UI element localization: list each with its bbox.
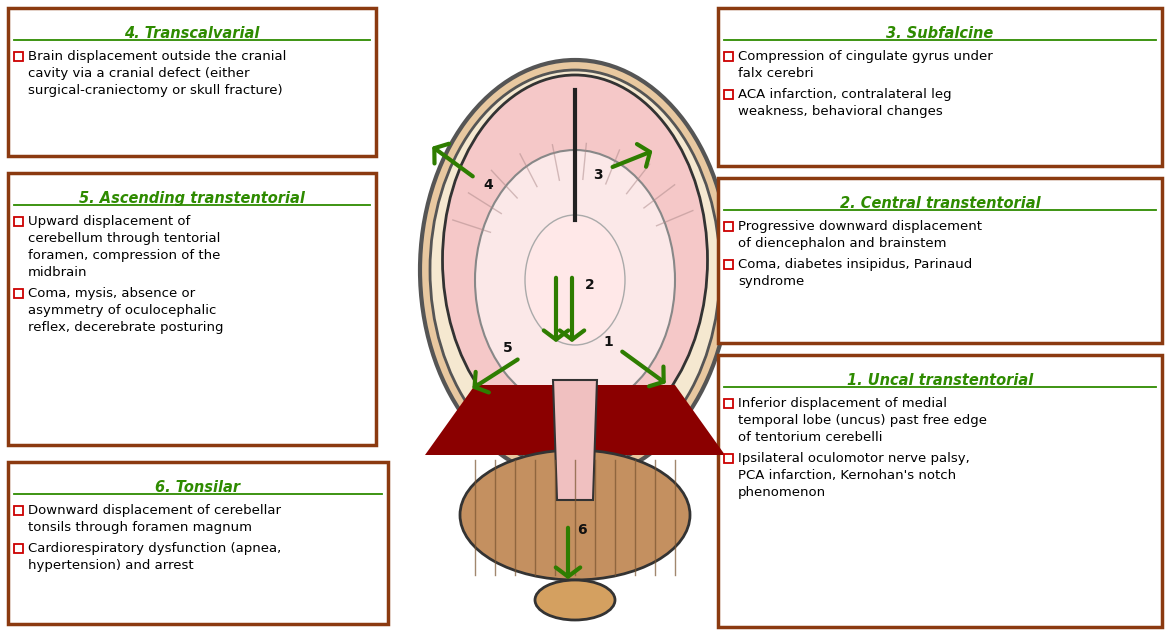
Text: Brain displacement outside the cranial: Brain displacement outside the cranial: [28, 50, 287, 63]
Text: asymmetry of oculocephalic: asymmetry of oculocephalic: [28, 304, 216, 317]
Text: Coma, mysis, absence or: Coma, mysis, absence or: [28, 287, 195, 300]
FancyBboxPatch shape: [718, 355, 1162, 627]
Text: cavity via a cranial defect (either: cavity via a cranial defect (either: [28, 67, 249, 80]
Text: syndrome: syndrome: [738, 275, 804, 288]
Text: Progressive downward displacement: Progressive downward displacement: [738, 220, 982, 233]
FancyBboxPatch shape: [724, 399, 732, 408]
Text: 1: 1: [603, 335, 613, 349]
Text: falx cerebri: falx cerebri: [738, 67, 813, 80]
Ellipse shape: [535, 580, 615, 620]
Text: Compression of cingulate gyrus under: Compression of cingulate gyrus under: [738, 50, 993, 63]
FancyBboxPatch shape: [14, 506, 23, 515]
Text: Inferior displacement of medial: Inferior displacement of medial: [738, 397, 947, 410]
FancyBboxPatch shape: [8, 462, 388, 624]
Ellipse shape: [525, 215, 625, 345]
Text: 5. Ascending transtentorial: 5. Ascending transtentorial: [80, 191, 305, 206]
Text: surgical-craniectomy or skull fracture): surgical-craniectomy or skull fracture): [28, 84, 283, 97]
Text: 6: 6: [577, 523, 587, 537]
FancyBboxPatch shape: [14, 217, 23, 226]
Text: tonsils through foramen magnum: tonsils through foramen magnum: [28, 521, 252, 534]
Text: 3: 3: [593, 168, 603, 182]
Text: Ipsilateral oculomotor nerve palsy,: Ipsilateral oculomotor nerve palsy,: [738, 452, 970, 465]
FancyBboxPatch shape: [724, 222, 732, 231]
Text: Cardiorespiratory dysfunction (apnea,: Cardiorespiratory dysfunction (apnea,: [28, 542, 281, 555]
Text: 2. Central transtentorial: 2. Central transtentorial: [840, 196, 1040, 211]
Text: Upward displacement of: Upward displacement of: [28, 215, 191, 228]
FancyBboxPatch shape: [8, 8, 376, 156]
FancyBboxPatch shape: [724, 260, 732, 269]
Polygon shape: [425, 385, 725, 455]
Text: 5: 5: [503, 341, 512, 355]
Ellipse shape: [475, 150, 675, 410]
FancyBboxPatch shape: [8, 173, 376, 445]
Text: cerebellum through tentorial: cerebellum through tentorial: [28, 232, 220, 245]
Ellipse shape: [420, 60, 730, 480]
Text: of tentorium cerebelli: of tentorium cerebelli: [738, 431, 882, 444]
Polygon shape: [553, 380, 597, 500]
FancyBboxPatch shape: [718, 178, 1162, 343]
Text: 2: 2: [585, 278, 594, 292]
Text: 6. Tonsilar: 6. Tonsilar: [156, 480, 241, 495]
Text: of diencephalon and brainstem: of diencephalon and brainstem: [738, 237, 947, 250]
Text: reflex, decerebrate posturing: reflex, decerebrate posturing: [28, 321, 223, 334]
FancyBboxPatch shape: [724, 90, 732, 99]
Text: Coma, diabetes insipidus, Parinaud: Coma, diabetes insipidus, Parinaud: [738, 258, 972, 271]
FancyBboxPatch shape: [724, 454, 732, 463]
Text: 4: 4: [483, 178, 493, 192]
FancyBboxPatch shape: [724, 52, 732, 61]
Text: midbrain: midbrain: [28, 266, 88, 279]
Text: 3. Subfalcine: 3. Subfalcine: [887, 26, 993, 41]
Text: phenomenon: phenomenon: [738, 486, 826, 499]
Ellipse shape: [460, 450, 690, 580]
Ellipse shape: [442, 75, 708, 445]
Text: 4. Transcalvarial: 4. Transcalvarial: [124, 26, 260, 41]
FancyBboxPatch shape: [14, 544, 23, 553]
Text: ACA infarction, contralateral leg: ACA infarction, contralateral leg: [738, 88, 951, 101]
FancyBboxPatch shape: [718, 8, 1162, 166]
FancyBboxPatch shape: [14, 289, 23, 298]
Text: temporal lobe (uncus) past free edge: temporal lobe (uncus) past free edge: [738, 414, 987, 427]
Ellipse shape: [431, 70, 720, 470]
Text: PCA infarction, Kernohan's notch: PCA infarction, Kernohan's notch: [738, 469, 956, 482]
Text: Downward displacement of cerebellar: Downward displacement of cerebellar: [28, 504, 281, 517]
Text: hypertension) and arrest: hypertension) and arrest: [28, 559, 193, 572]
Text: weakness, behavioral changes: weakness, behavioral changes: [738, 105, 943, 118]
FancyBboxPatch shape: [14, 52, 23, 61]
Text: 1. Uncal transtentorial: 1. Uncal transtentorial: [847, 373, 1033, 388]
Text: foramen, compression of the: foramen, compression of the: [28, 249, 220, 262]
